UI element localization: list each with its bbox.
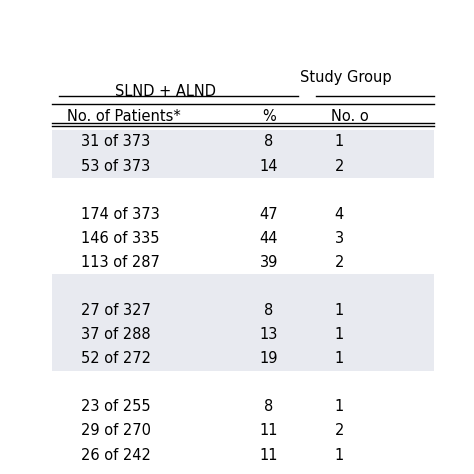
- Bar: [52, 130, 434, 178]
- Text: 113 of 287: 113 of 287: [82, 255, 160, 270]
- Text: SLND + ALND: SLND + ALND: [115, 84, 216, 99]
- Text: Study Group: Study Group: [300, 70, 392, 85]
- Text: 8: 8: [264, 135, 273, 149]
- Text: 1: 1: [335, 327, 344, 342]
- Bar: [52, 274, 434, 371]
- Text: 11: 11: [259, 447, 278, 463]
- Text: 23 of 255: 23 of 255: [82, 400, 151, 414]
- Text: No. of Patients*: No. of Patients*: [66, 109, 180, 125]
- Text: 1: 1: [335, 351, 344, 366]
- Text: 2: 2: [335, 255, 344, 270]
- Text: 26 of 242: 26 of 242: [82, 447, 151, 463]
- Text: 39: 39: [259, 255, 278, 270]
- Text: 4: 4: [335, 207, 344, 222]
- Text: %: %: [262, 109, 275, 125]
- Text: 53 of 373: 53 of 373: [82, 158, 151, 173]
- Text: 1: 1: [335, 303, 344, 318]
- Text: 8: 8: [264, 400, 273, 414]
- Text: 8: 8: [264, 303, 273, 318]
- Text: 1: 1: [335, 400, 344, 414]
- Text: 14: 14: [259, 158, 278, 173]
- Text: 3: 3: [335, 231, 344, 246]
- Text: 174 of 373: 174 of 373: [82, 207, 160, 222]
- Text: 11: 11: [259, 423, 278, 438]
- Text: No. o: No. o: [331, 109, 369, 125]
- Text: 47: 47: [259, 207, 278, 222]
- Text: 19: 19: [259, 351, 278, 366]
- Text: 1: 1: [335, 135, 344, 149]
- Text: 29 of 270: 29 of 270: [82, 423, 151, 438]
- Text: 37 of 288: 37 of 288: [82, 327, 151, 342]
- Text: 2: 2: [335, 423, 344, 438]
- Text: 27 of 327: 27 of 327: [82, 303, 151, 318]
- Text: 2: 2: [335, 158, 344, 173]
- Text: 31 of 373: 31 of 373: [82, 135, 151, 149]
- Text: 146 of 335: 146 of 335: [82, 231, 160, 246]
- Text: 44: 44: [259, 231, 278, 246]
- Text: 13: 13: [259, 327, 278, 342]
- Text: 1: 1: [335, 447, 344, 463]
- Text: 52 of 272: 52 of 272: [82, 351, 151, 366]
